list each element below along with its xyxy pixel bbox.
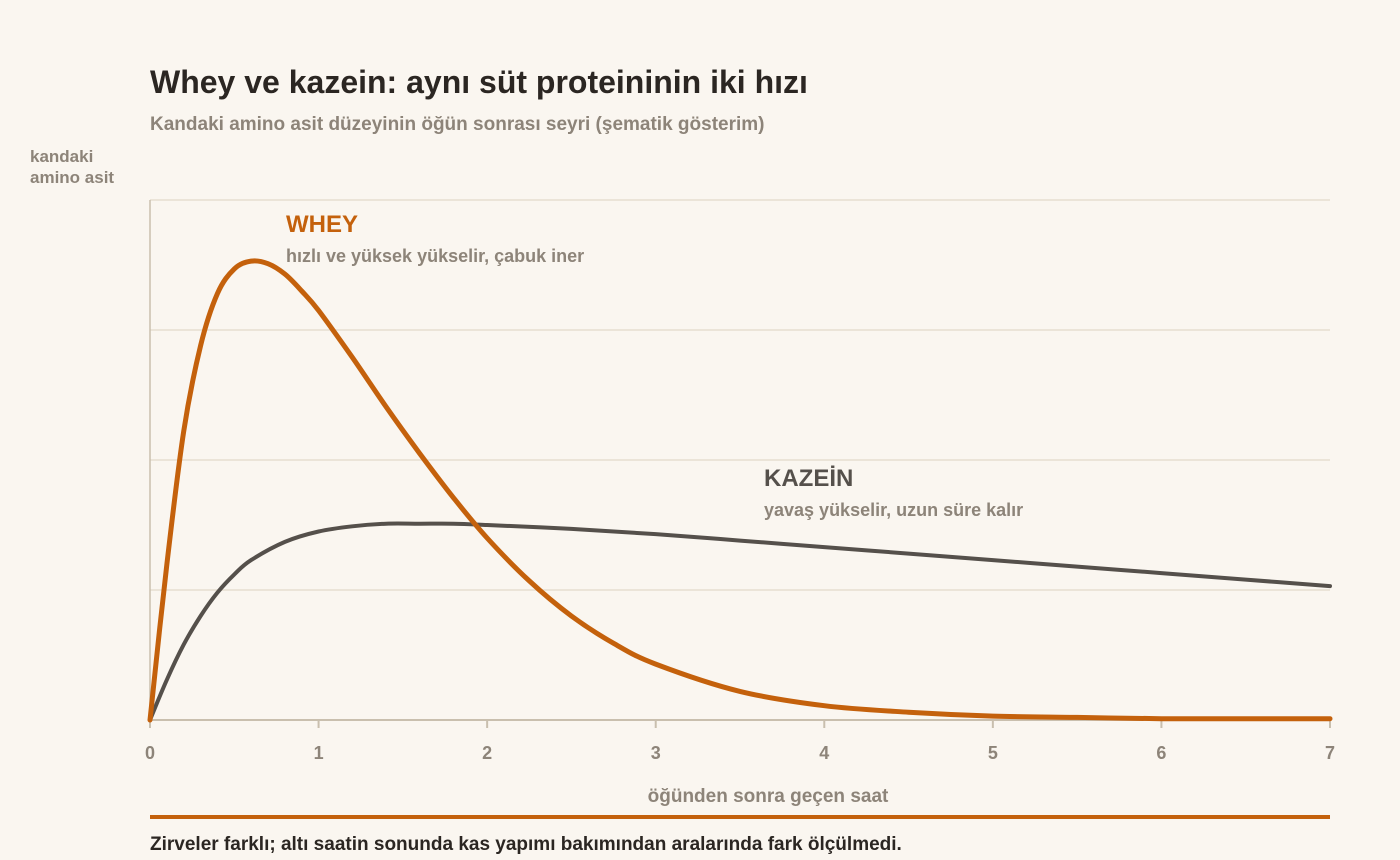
series-name-kazein: KAZEİN xyxy=(764,465,853,492)
y-axis-label-line-2: amino asit xyxy=(30,168,115,187)
y-axis-label-line-1: kandaki xyxy=(30,147,94,166)
chart-title: Whey ve kazein: aynı süt proteininin iki… xyxy=(150,64,808,100)
x-tick-label: 4 xyxy=(819,743,829,763)
series-line-kazein xyxy=(148,521,1332,722)
x-tick-label: 5 xyxy=(988,743,998,763)
series-lines xyxy=(147,258,1333,723)
series-annotations: WHEY hızlı ve yüksek yükselir, çabuk iner… xyxy=(286,211,1023,520)
footnote: Zirveler farklı; altı saatin sonunda kas… xyxy=(150,834,902,855)
x-tick-label: 7 xyxy=(1325,743,1335,763)
x-tick-label: 3 xyxy=(651,743,661,763)
series-line-whey xyxy=(147,258,1333,723)
series-note-whey: hızlı ve yüksek yükselir, çabuk iner xyxy=(286,246,584,266)
x-axis-label: öğünden sonra geçen saat xyxy=(648,786,889,807)
x-ticks: 0 1 2 3 4 5 6 7 xyxy=(145,720,1335,763)
x-tick-label: 2 xyxy=(482,743,492,763)
grid-lines xyxy=(150,199,1330,591)
x-tick-label: 0 xyxy=(145,743,155,763)
y-axis-label: kandaki amino asit xyxy=(30,146,140,188)
chart-subtitle: Kandaki amino asit düzeyinin öğün sonras… xyxy=(150,114,765,135)
x-tick-label: 1 xyxy=(314,743,324,763)
footer-rule xyxy=(150,815,1330,819)
series-note-kazein: yavaş yükselir, uzun süre kalır xyxy=(764,500,1023,520)
x-tick-label: 6 xyxy=(1156,743,1166,763)
series-name-whey: WHEY xyxy=(286,211,358,238)
